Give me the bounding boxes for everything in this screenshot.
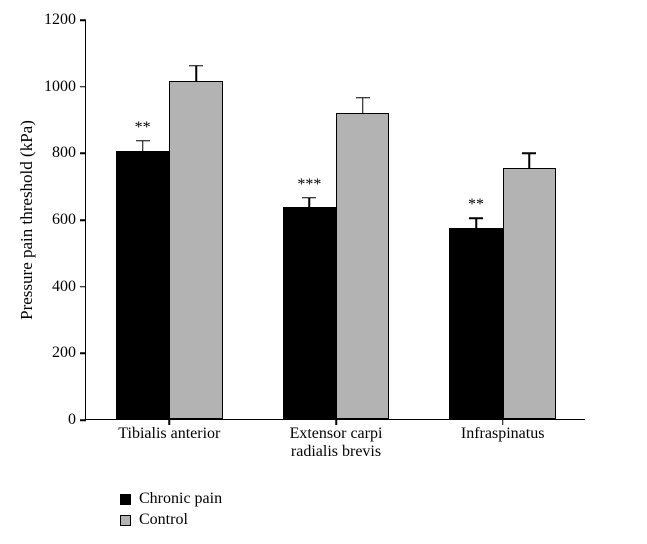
bar <box>116 151 169 419</box>
error-cap <box>469 217 483 219</box>
error-cap <box>136 140 150 142</box>
y-tick-label: 400 <box>52 278 86 296</box>
y-tick-label: 600 <box>52 211 86 229</box>
error-cap <box>302 197 316 199</box>
significance-marker: ** <box>468 196 484 214</box>
bar <box>449 228 502 419</box>
error-cap <box>522 152 536 154</box>
legend-swatch <box>120 515 131 526</box>
significance-marker: *** <box>297 176 321 194</box>
plot-area: 020040060080010001200Tibialis anterior**… <box>85 20 585 420</box>
y-tick-label: 200 <box>52 344 86 362</box>
error-cap <box>356 97 370 99</box>
significance-marker: ** <box>135 119 151 137</box>
y-tick-label: 1000 <box>44 78 86 96</box>
error-bar <box>195 66 197 83</box>
x-tick-label: Extensor carpi radialis brevis <box>290 419 383 462</box>
legend: Chronic pain Control <box>120 490 222 532</box>
error-bar <box>309 198 311 208</box>
bar <box>169 81 222 419</box>
y-tick-label: 0 <box>68 411 86 429</box>
error-bar <box>529 153 531 169</box>
x-tick-label: Infraspinatus <box>461 419 545 443</box>
error-cap <box>189 65 203 67</box>
legend-label: Chronic pain <box>139 490 222 508</box>
bar <box>336 113 389 419</box>
legend-item: Control <box>120 511 222 529</box>
error-bar <box>142 141 144 153</box>
y-tick-label: 1200 <box>44 11 86 29</box>
error-bar <box>475 218 477 229</box>
chart-container: 0 200 400 600 800 1000 1200 Tibialis anterior **… <box>0 0 647 544</box>
y-axis-label: Pressure pain threshold (kPa) <box>17 120 37 320</box>
legend-label: Control <box>139 511 188 529</box>
error-bar <box>362 98 364 115</box>
legend-item: Chronic pain <box>120 490 222 508</box>
y-tick-label: 800 <box>52 144 86 162</box>
bar <box>503 168 556 419</box>
bar <box>283 207 336 419</box>
x-tick-label: Tibialis anterior <box>118 419 220 443</box>
legend-swatch <box>120 494 131 505</box>
